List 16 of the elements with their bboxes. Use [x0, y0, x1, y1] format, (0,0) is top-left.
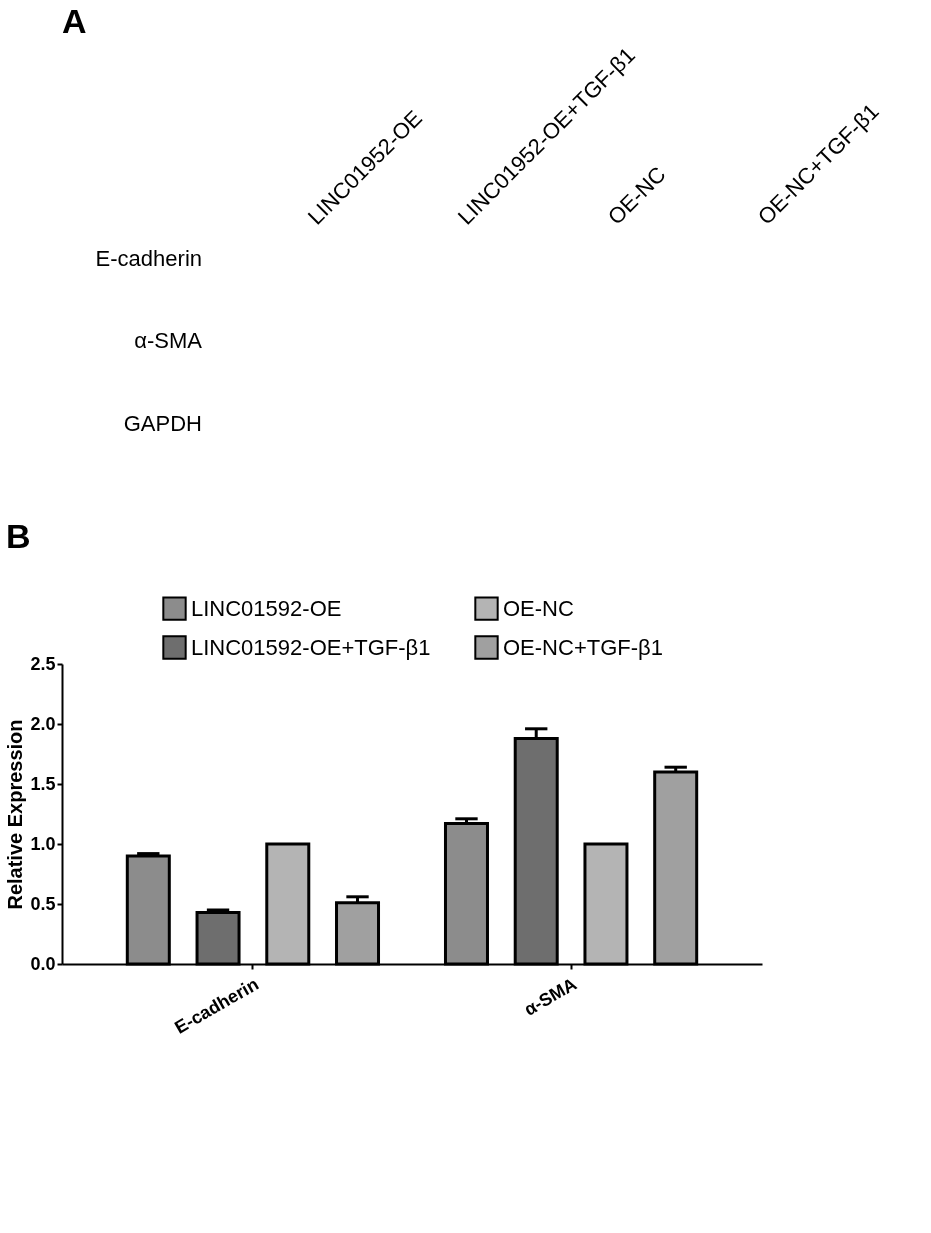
legend-label: LINC01592-OE+TGF-β1 — [191, 634, 431, 660]
chart-title: B — [5, 517, 31, 555]
y-axis-title: Relative Expression — [4, 719, 27, 910]
y-tick-label: 1.0 — [30, 833, 56, 854]
y-tick-label: 1.5 — [30, 773, 56, 794]
legend-label: OE-NC — [503, 595, 574, 621]
y-tick-label: 2.5 — [30, 653, 56, 674]
y-tick-label: 0.5 — [30, 893, 56, 914]
legend-label: LINC01592-OE — [191, 595, 342, 621]
text: A — [62, 1, 87, 40]
text: α-SMA — [134, 328, 203, 353]
y-tick-label: 2.0 — [30, 713, 56, 734]
y-tick-label: 0.0 — [30, 953, 56, 974]
text: E-cadherin — [95, 245, 202, 271]
legend-label: OE-NC+TGF-β1 — [503, 634, 663, 660]
text: GAPDH — [123, 410, 202, 436]
